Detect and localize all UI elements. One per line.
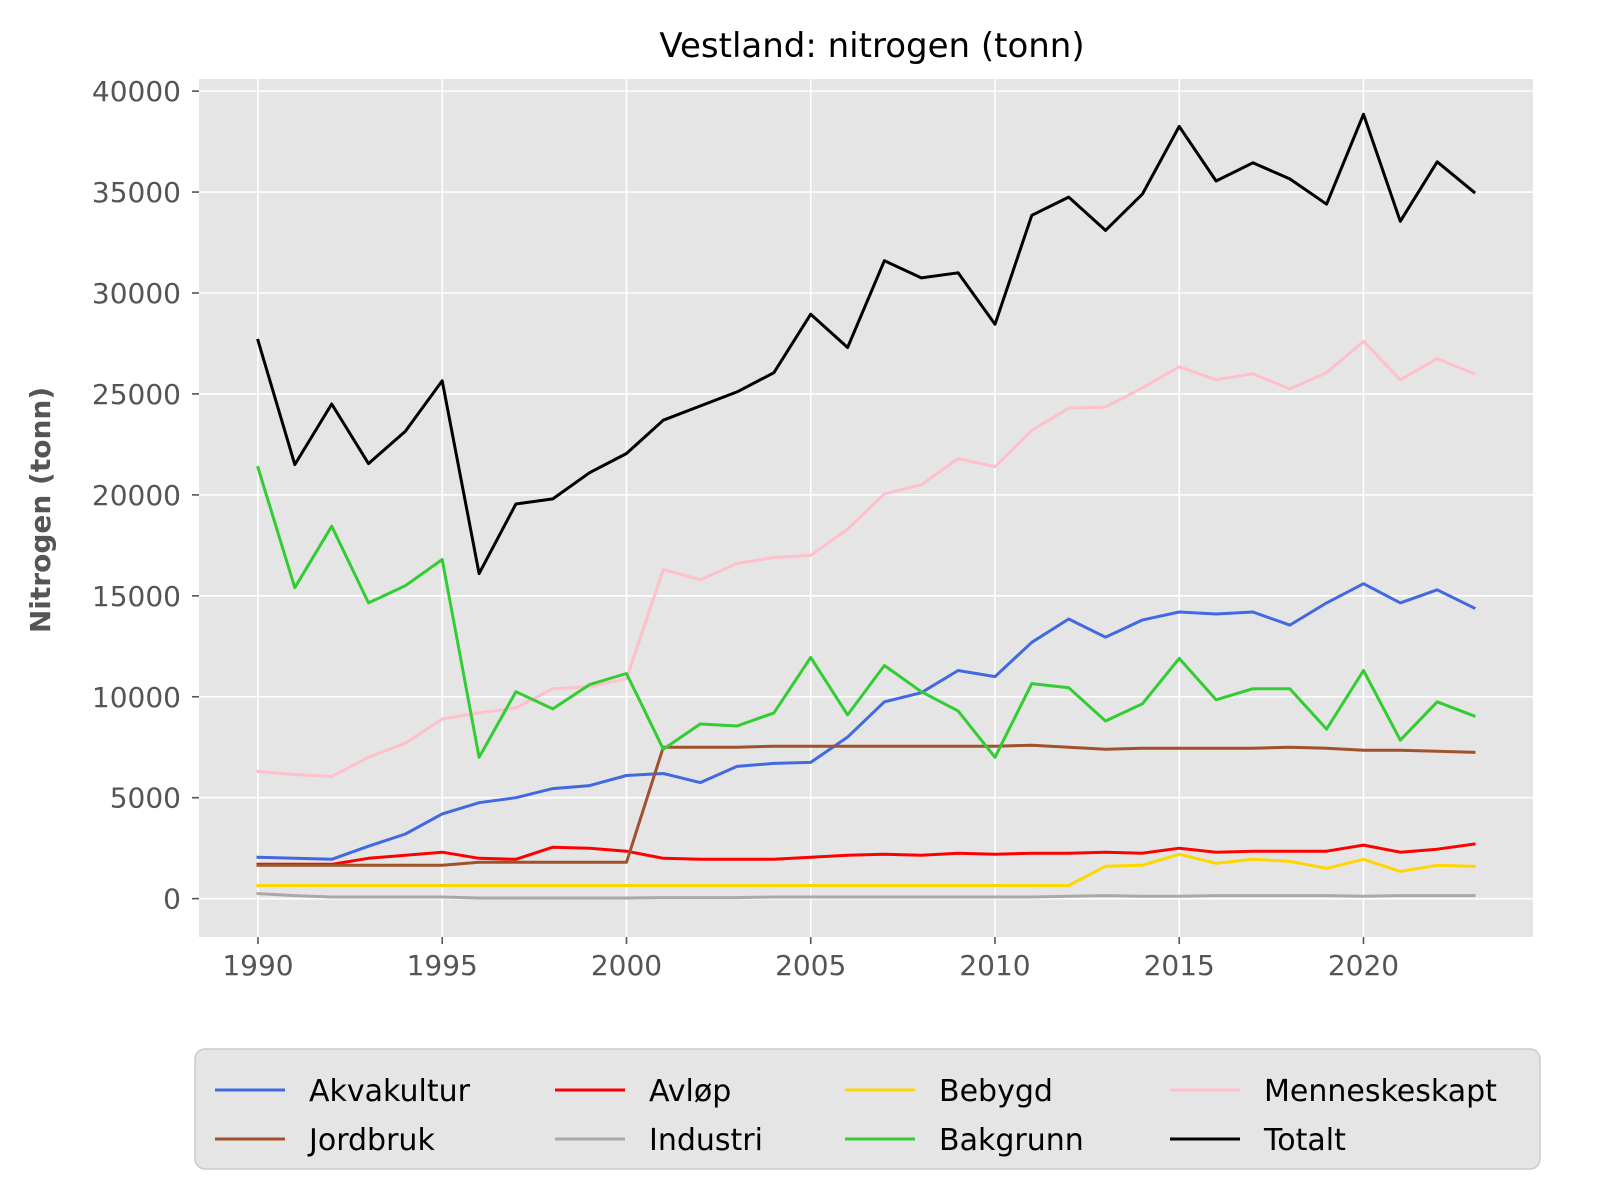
x-tick-label: 2020 [1328,949,1399,982]
y-tick-label: 35000 [92,176,181,209]
legend-label: Avløp [649,1074,731,1109]
y-tick-label: 25000 [92,378,181,411]
series-line-jordbruk [256,743,1476,867]
legend-label: Industri [649,1123,763,1158]
series-line-industri [256,892,1476,900]
series-line-akvakultur [256,582,1477,861]
series-line-totalt [256,112,1477,576]
legend-label: Akvakultur [309,1074,471,1109]
y-tick-label: 30000 [92,277,181,310]
axis-ticks: 1990 1995 2000 2005 2010 2015 2020 0 5000 10000 15… [92,75,1399,982]
legend-label: Totalt [1263,1123,1346,1158]
x-tick-label: 2015 [1144,949,1215,982]
x-tick-label: 2005 [775,949,846,982]
x-tick-label: 2000 [591,949,662,982]
y-tick-label: 20000 [92,479,181,512]
y-tick-label: 15000 [92,580,181,613]
legend-item-bebygd: Bebygd [845,1074,1053,1109]
series-line-menneskeskapt [256,339,1476,778]
y-tick-label: 40000 [92,75,181,108]
legend-item-bakgrunn: Bakgrunn [845,1123,1084,1158]
series-line-bakgrunn [256,465,1476,759]
series-line-avløp [256,842,1476,866]
y-axis-label: Nitrogen (tonn) [24,387,57,633]
y-tick-label: 0 [163,883,181,916]
legend-item-menneskeskapt: Menneskeskapt [1170,1074,1497,1109]
legend-label: Bebygd [939,1074,1053,1109]
legend-item-avløp: Avløp [555,1074,731,1109]
legend-item-jordbruk: Jordbruk [215,1123,435,1158]
x-tick-label: 1995 [407,949,478,982]
x-tick-label: 1990 [222,949,293,982]
x-tick-label: 2010 [959,949,1030,982]
legend-item-akvakultur: Akvakultur [215,1074,471,1109]
legend: Akvakultur Avløp Bebygd Menneskeskapt Jordbr… [194,1048,1541,1170]
legend-item-industri: Industri [555,1123,763,1158]
legend-label: Menneskeskapt [1264,1074,1497,1109]
legend-label: Jordbruk [307,1123,435,1158]
series-lines [256,112,1477,900]
grid-lines [199,79,1533,937]
legend-label: Bakgrunn [939,1123,1084,1158]
y-tick-label: 5000 [110,782,181,815]
legend-item-totalt: Totalt [1170,1123,1346,1158]
y-tick-label: 10000 [92,681,181,714]
plot-area [199,79,1533,937]
series-line-bebygd [256,852,1476,887]
chart-title: Vestland: nitrogen (tonn) [659,26,1084,66]
